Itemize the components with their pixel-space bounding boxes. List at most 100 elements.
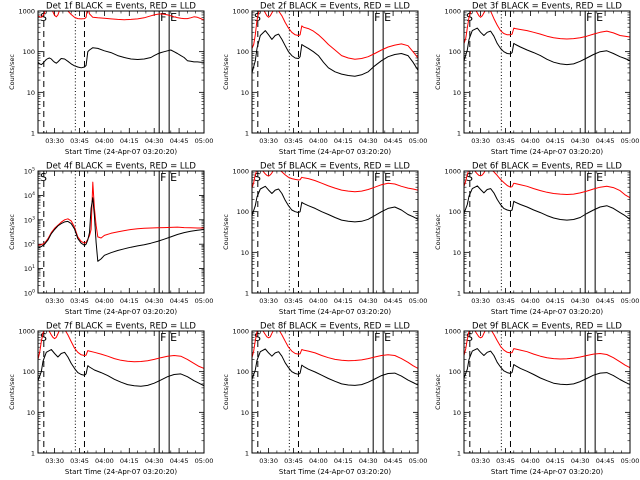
x-tick-label: 04:15 xyxy=(546,297,565,305)
y-axis-label: Counts/sec xyxy=(8,214,16,250)
marker-label-e: E xyxy=(170,331,177,344)
x-axis-label: Start Time (24-Apr-07 03:20:20) xyxy=(279,308,391,316)
x-tick-label: 03:45 xyxy=(284,137,303,145)
x-tick-label: 03:45 xyxy=(496,297,515,305)
x-tick-label: 04:45 xyxy=(384,457,403,465)
chart-title: Det 9f BLACK = Events, RED = LLD xyxy=(472,322,622,332)
x-tick-label: 04:30 xyxy=(359,457,378,465)
x-tick-label: 03:30 xyxy=(471,297,490,305)
y-tick-label: 1000 xyxy=(232,168,249,176)
x-tick-label: 04:15 xyxy=(334,297,353,305)
x-tick-label: 03:45 xyxy=(496,457,515,465)
x-axis-label: Start Time (24-Apr-07 03:20:20) xyxy=(491,148,603,156)
x-tick-label: 03:30 xyxy=(45,297,64,305)
x-tick-label: 05:00 xyxy=(409,137,428,145)
y-tick-label: 1 xyxy=(457,450,461,458)
series-lld-line xyxy=(38,331,204,369)
y-tick-label: 100 xyxy=(237,48,249,56)
x-tick-label: 04:30 xyxy=(359,297,378,305)
series-lld-line xyxy=(464,171,630,199)
chart-panel-1: Det 1f BLACK = Events, RED = LLD Counts/s… xyxy=(8,2,213,157)
chart-title: Det 2f BLACK = Events, RED = LLD xyxy=(260,2,410,12)
x-tick-label: 03:45 xyxy=(70,457,89,465)
x-tick-label: 04:15 xyxy=(120,457,139,465)
y-tick-label: 100 xyxy=(24,289,35,298)
x-tick-label: 04:45 xyxy=(596,457,615,465)
plot-frame xyxy=(463,10,631,134)
x-tick-label: 04:45 xyxy=(170,457,189,465)
x-tick-label: 04:15 xyxy=(120,137,139,145)
x-tick-label: 03:30 xyxy=(471,137,490,145)
marker-label-f: F xyxy=(586,11,592,24)
series-lld-line xyxy=(252,171,418,193)
y-tick-label: 10 xyxy=(241,249,249,257)
series-lld-line xyxy=(38,181,204,246)
x-tick-label: 05:00 xyxy=(195,297,214,305)
series-group xyxy=(38,331,204,387)
plot-frame xyxy=(37,330,205,454)
y-tick-label: 105 xyxy=(24,167,35,176)
series-events-line xyxy=(252,30,418,77)
x-tick-label: 05:00 xyxy=(409,297,428,305)
x-tick-label: 03:30 xyxy=(259,297,278,305)
y-tick-label: 100 xyxy=(237,208,249,216)
y-tick-label: 1000 xyxy=(18,328,35,336)
series-group xyxy=(252,331,418,386)
marker-label-e: E xyxy=(384,11,391,24)
x-tick-label: 04:45 xyxy=(170,297,189,305)
y-tick-label: 10 xyxy=(453,249,461,257)
series-lld-line xyxy=(464,331,630,369)
marker-label-f: F xyxy=(586,171,592,184)
y-tick-label: 10 xyxy=(241,409,249,417)
x-tick-label: 04:45 xyxy=(596,137,615,145)
y-tick-label: 1 xyxy=(245,290,249,298)
x-tick-label: 04:30 xyxy=(359,137,378,145)
y-axis-label: Counts/sec xyxy=(222,374,230,410)
marker-label-e: E xyxy=(170,171,177,184)
x-tick-label: 04:15 xyxy=(334,457,353,465)
x-tick-label: 04:00 xyxy=(309,137,328,145)
y-tick-label: 10 xyxy=(27,409,35,417)
x-tick-label: 04:15 xyxy=(546,457,565,465)
chart-title: Det 6f BLACK = Events, RED = LLD xyxy=(472,162,622,172)
marker-label-s: S xyxy=(40,331,47,344)
marker-label-e: E xyxy=(596,331,603,344)
chart-title: Det 4f BLACK = Events, RED = LLD xyxy=(46,162,196,172)
x-tick-label: 05:00 xyxy=(621,137,640,145)
x-tick-label: 05:00 xyxy=(621,297,640,305)
plot-frame xyxy=(251,10,419,134)
marker-label-e: E xyxy=(384,171,391,184)
x-tick-label: 04:30 xyxy=(571,297,590,305)
y-tick-label: 100 xyxy=(449,208,461,216)
marker-label-f: F xyxy=(374,331,380,344)
x-tick-label: 04:00 xyxy=(521,297,540,305)
y-tick-label: 10 xyxy=(241,89,249,97)
y-tick-label: 10 xyxy=(27,89,35,97)
marker-label-s: S xyxy=(466,331,473,344)
y-axis-label: Counts/sec xyxy=(222,214,230,250)
series-group xyxy=(464,11,630,66)
marker-label-f: F xyxy=(374,171,380,184)
plot-frame xyxy=(251,170,419,294)
marker-label-f: F xyxy=(160,171,166,184)
chart-title: Det 1f BLACK = Events, RED = LLD xyxy=(46,2,196,12)
chart-panel-3: Det 3f BLACK = Events, RED = LLD Counts/s… xyxy=(434,2,639,157)
plot-frame xyxy=(37,10,205,134)
y-tick-label: 1000 xyxy=(232,328,249,336)
x-axis-label: Start Time (24-Apr-07 03:20:20) xyxy=(491,468,603,476)
chart-panel-9: Det 9f BLACK = Events, RED = LLD Counts/s… xyxy=(434,322,639,477)
x-tick-label: 04:15 xyxy=(546,137,565,145)
series-lld-line xyxy=(252,11,418,60)
y-tick-label: 1000 xyxy=(444,328,461,336)
marker-label-e: E xyxy=(596,11,603,24)
chart-title: Det 5f BLACK = Events, RED = LLD xyxy=(260,162,410,172)
plot-frame xyxy=(251,330,419,454)
series-group xyxy=(252,171,418,223)
y-tick-label: 100 xyxy=(23,368,35,376)
marker-label-s: S xyxy=(466,11,473,24)
x-tick-label: 03:30 xyxy=(259,137,278,145)
marker-label-e: E xyxy=(384,331,391,344)
marker-label-e: E xyxy=(170,11,177,24)
x-tick-label: 03:45 xyxy=(70,297,89,305)
